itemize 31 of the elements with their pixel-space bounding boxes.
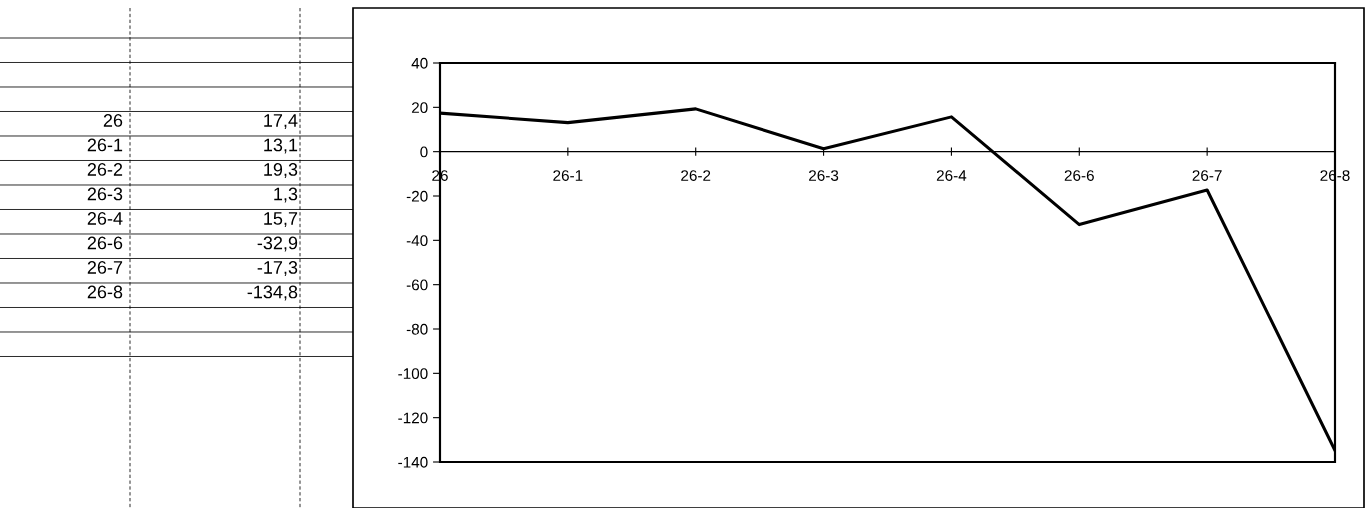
- text: -17,3: [257, 261, 298, 276]
- text: 26: [103, 114, 123, 127]
- x-tick-label: 26-6: [1064, 170, 1094, 181]
- text: 19,3: [264, 163, 298, 178]
- text: 26-1: [87, 138, 123, 152]
- y-tick-label: -80: [406, 323, 428, 335]
- text: 26-8: [87, 285, 123, 299]
- y-tick-label: 0: [420, 146, 428, 158]
- text: 26-4: [87, 212, 123, 225]
- x-tick-label: 26-1: [553, 170, 583, 181]
- text: 26-7: [87, 261, 123, 274]
- text: 13,1: [264, 138, 298, 154]
- text: -134,8: [247, 285, 298, 301]
- y-tick-label: 20: [411, 102, 428, 114]
- x-tick-label: 26-4: [936, 170, 967, 181]
- text: 15,7: [264, 212, 298, 227]
- text: -32,9: [257, 236, 298, 252]
- text: 1,3: [274, 187, 298, 203]
- x-tick-label: 26-7: [1192, 170, 1222, 181]
- y-tick-label: -140: [398, 456, 428, 468]
- text: 17,4: [264, 114, 298, 129]
- y-tick-label: -100: [398, 368, 428, 380]
- y-tick-label: -120: [398, 412, 428, 424]
- text: 26-3: [87, 187, 123, 201]
- y-tick-label: -40: [406, 235, 428, 247]
- y-tick-label: -60: [406, 279, 428, 291]
- y-tick-label: 40: [411, 57, 428, 69]
- y-tick-label: -20: [406, 190, 428, 202]
- x-tick-label: 26-3: [809, 170, 839, 181]
- x-tick-label: 26-2: [681, 170, 711, 181]
- text: 26-6: [87, 236, 123, 250]
